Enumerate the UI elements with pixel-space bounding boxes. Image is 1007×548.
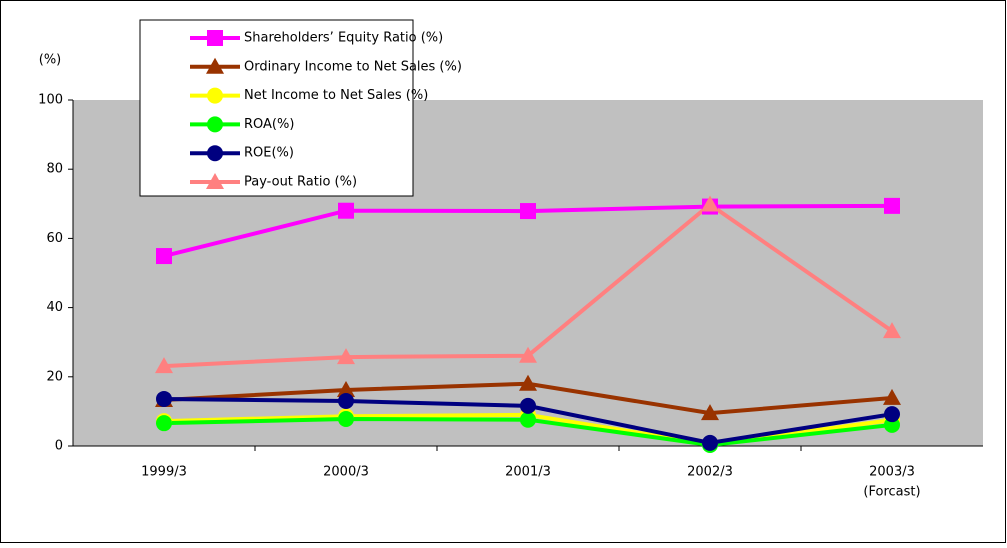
annotation: (Forcast) [863, 485, 920, 500]
x-tick-label: 2001/3 [505, 465, 551, 480]
x-tick-label: 2000/3 [323, 465, 369, 480]
data-point [520, 203, 536, 220]
legend-label: Ordinary Income to Net Sales (%) [244, 59, 462, 74]
data-point [156, 390, 172, 407]
data-point [520, 397, 536, 414]
x-tick-label: 2002/3 [687, 465, 733, 480]
x-tick-label: 2003/3 [869, 465, 915, 480]
legend [139, 19, 414, 197]
data-point [883, 388, 901, 405]
legend-label: Shareholders’ Equity Ratio (%) [244, 31, 443, 46]
data-point [883, 322, 901, 339]
legend-label: ROA(%) [244, 117, 294, 132]
data-point [884, 406, 900, 423]
y-axis-label: (%) [39, 53, 62, 68]
legend-label: ROE(%) [244, 146, 294, 161]
data-point [338, 393, 354, 410]
data-point [884, 197, 900, 214]
data-point [338, 202, 354, 219]
data-point [519, 346, 537, 363]
legend-marker [207, 116, 223, 133]
legend-label: Pay-out Ratio (%) [244, 175, 357, 190]
data-point [701, 404, 719, 421]
legend-marker [207, 145, 223, 162]
y-tick-label: 40 [46, 300, 63, 315]
data-point [156, 415, 172, 432]
legend-marker [207, 87, 223, 104]
y-tick-label: 80 [46, 162, 63, 177]
y-tick-label: 20 [46, 369, 63, 384]
data-point [702, 434, 718, 451]
data-point [155, 357, 173, 374]
legend-marker [207, 30, 223, 46]
x-tick-label: 1999/3 [141, 465, 187, 480]
data-point [337, 380, 355, 397]
y-tick-label: 0 [55, 439, 63, 454]
data-point [338, 411, 354, 428]
legend-label: Net Income to Net Sales (%) [244, 88, 428, 103]
data-point [519, 374, 537, 391]
y-tick-label: 100 [38, 93, 63, 108]
y-tick-label: 60 [46, 231, 63, 246]
legend-marker [206, 57, 224, 74]
data-point [701, 195, 719, 212]
legend-marker [206, 173, 224, 189]
data-point [156, 248, 172, 265]
data-point [337, 348, 355, 365]
data-point [520, 411, 536, 428]
